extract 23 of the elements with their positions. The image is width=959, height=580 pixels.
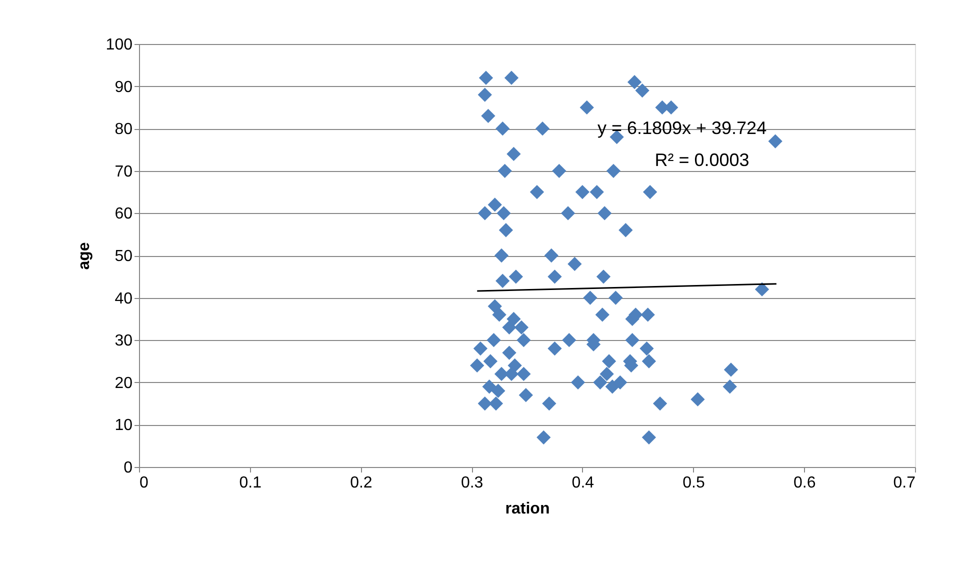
x-tick-label: 0.1 xyxy=(239,474,262,492)
x-tick-label: 0.6 xyxy=(794,474,816,492)
y-tick-label: 70 xyxy=(114,163,133,180)
y-tick-label: 90 xyxy=(114,78,133,96)
y-tick-label: 100 xyxy=(106,36,133,54)
y-tick-label: 50 xyxy=(114,248,133,265)
y-axis-title: age xyxy=(76,242,93,270)
y-tick-label: 30 xyxy=(114,332,133,350)
x-tick-label: 0.3 xyxy=(460,474,484,492)
x-tick-label: 0.7 xyxy=(893,474,916,492)
y-tick-label: 60 xyxy=(114,206,133,223)
x-tick-label: 0.2 xyxy=(350,474,372,492)
y-tick-label: 20 xyxy=(114,374,133,392)
annotation: y = 6.1809x + 39.724 xyxy=(597,118,767,138)
annotation: R² = 0.0003 xyxy=(654,150,750,170)
y-tick-label: 10 xyxy=(114,417,133,434)
x-tick-label: 0 xyxy=(140,474,148,492)
x-tick-label: 0.4 xyxy=(572,474,594,492)
y-tick-label: 0 xyxy=(124,460,133,476)
x-tick-label: 0.5 xyxy=(682,474,706,492)
y-tick-label: 80 xyxy=(114,121,133,138)
y-tick-label: 40 xyxy=(114,290,133,308)
x-axis-title: ration xyxy=(505,500,550,518)
